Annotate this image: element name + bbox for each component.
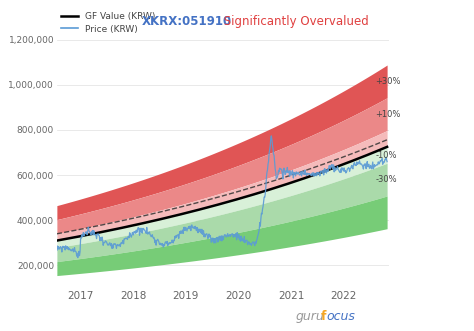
Text: guru: guru	[296, 310, 325, 323]
Text: +10%: +10%	[375, 110, 401, 118]
Text: XKRX:051910: XKRX:051910	[142, 15, 232, 28]
Text: f: f	[320, 310, 326, 323]
Text: Significantly Overvalued: Significantly Overvalued	[220, 15, 369, 28]
Text: +30%: +30%	[375, 77, 401, 86]
Text: ocus: ocus	[326, 310, 355, 323]
Legend: GF Value (KRW), Price (KRW): GF Value (KRW), Price (KRW)	[62, 12, 155, 33]
Text: -10%: -10%	[375, 151, 397, 160]
Text: -30%: -30%	[375, 175, 397, 184]
